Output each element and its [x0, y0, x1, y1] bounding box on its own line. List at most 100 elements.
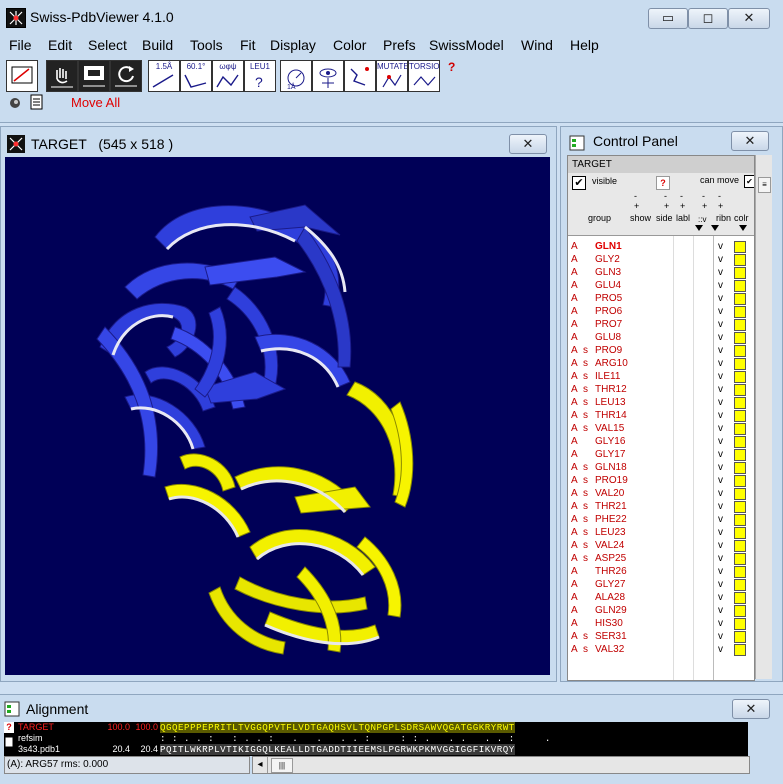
neighbors-tool-button[interactable]	[312, 60, 344, 92]
move-all-label[interactable]: Move All	[71, 95, 121, 110]
scroll-thumb[interactable]: |||	[271, 758, 293, 773]
labl-plus[interactable]: +	[680, 201, 686, 211]
residue-color-swatch[interactable]	[734, 449, 746, 461]
protein-ribbon-render[interactable]	[5, 157, 550, 675]
sequence-string[interactable]: : : . . : : . . : . . . . : : : . . . . …	[160, 733, 551, 744]
hand-tool-button[interactable]	[46, 60, 78, 92]
col-colr[interactable]: colr	[734, 213, 749, 223]
center-tool-button[interactable]: 1Å	[280, 60, 312, 92]
menu-swissmodel[interactable]: SwissModel	[429, 37, 504, 53]
residue-row[interactable]: A GLU4 v	[568, 279, 754, 292]
menu-wind[interactable]: Wind	[521, 37, 553, 53]
v-minus[interactable]: -	[702, 191, 705, 201]
residue-color-swatch[interactable]	[734, 267, 746, 279]
residue-color-swatch[interactable]	[734, 462, 746, 474]
residue-color-swatch[interactable]	[734, 358, 746, 370]
ribn-minus[interactable]: -	[718, 191, 721, 201]
menu-build[interactable]: Build	[142, 37, 174, 53]
sequence-name[interactable]: refsim	[18, 733, 43, 743]
residue-color-swatch[interactable]	[734, 566, 746, 578]
residue-color-swatch[interactable]	[734, 293, 746, 305]
eye-icon[interactable]	[6, 94, 46, 112]
sequence-name[interactable]: TARGET	[18, 722, 54, 732]
residue-color-swatch[interactable]	[734, 241, 746, 253]
residue-row[interactable]: A GLY16 v	[568, 435, 754, 448]
menu-tools[interactable]: Tools	[190, 37, 223, 53]
select-tool-button[interactable]	[6, 60, 38, 92]
sequence-string[interactable]: QGQEPPPEPRITLTVGGQPVTFLVDTGAQHSVLTQNPGPL…	[160, 722, 515, 733]
fit-tool-button[interactable]	[344, 60, 376, 92]
menu-color[interactable]: Color	[333, 37, 367, 53]
residue-row[interactable]: A PRO7 v	[568, 318, 754, 331]
residue-color-swatch[interactable]	[734, 319, 746, 331]
residue-color-swatch[interactable]	[734, 384, 746, 396]
residue-row[interactable]: A THR26 v	[568, 565, 754, 578]
residue-color-swatch[interactable]	[734, 540, 746, 552]
control-panel-help-icon[interactable]: ?	[656, 176, 670, 190]
residue-row[interactable]: A GLU8 v	[568, 331, 754, 344]
residue-color-swatch[interactable]	[734, 553, 746, 565]
identify-tool-button[interactable]: LEU1 ?	[244, 60, 276, 92]
can-move-checkbox[interactable]: ✔	[744, 175, 754, 188]
residue-color-swatch[interactable]	[734, 397, 746, 409]
target-close-button[interactable]: ✕	[509, 134, 547, 154]
col-ribn[interactable]: ribn	[716, 213, 732, 223]
col-side[interactable]: side	[656, 213, 673, 223]
minimize-button[interactable]: ▭	[648, 8, 688, 29]
residue-color-swatch[interactable]	[734, 280, 746, 292]
residue-color-swatch[interactable]	[734, 514, 746, 526]
molecule-viewport[interactable]	[5, 157, 550, 675]
distance-tool-button[interactable]: 1.5Å	[148, 60, 180, 92]
residue-row[interactable]: A GLY17 v	[568, 448, 754, 461]
residue-color-swatch[interactable]	[734, 410, 746, 422]
menu-display[interactable]: Display	[270, 37, 316, 53]
ribn-plus[interactable]: +	[718, 201, 724, 211]
col-v[interactable]: ::v	[698, 215, 707, 224]
angle-tool-button[interactable]: 60.1°	[180, 60, 212, 92]
scroll-left-button[interactable]: ◂	[253, 757, 268, 773]
scroll-thumb[interactable]: ≡	[758, 177, 771, 193]
maximize-button[interactable]: ◻	[688, 8, 728, 29]
residue-row[interactable]: A ALA28 v	[568, 591, 754, 604]
col-labl[interactable]: labl	[676, 213, 691, 223]
torsion-tool-button[interactable]: TORSION	[408, 60, 440, 92]
residue-color-swatch[interactable]	[734, 436, 746, 448]
residue-color-swatch[interactable]	[734, 488, 746, 500]
residue-color-swatch[interactable]	[734, 618, 746, 630]
toolbar-help-icon[interactable]: ?	[448, 60, 456, 74]
alignment-sequences[interactable]: ? TARGET 100.0 100.0 QGQEPPPEPRITLTVGGQPVTF…	[4, 722, 748, 756]
menu-fit[interactable]: Fit	[240, 37, 256, 53]
residue-row[interactable]: A GLN3 v	[568, 266, 754, 279]
col-show[interactable]: show	[630, 213, 652, 223]
residue-row[interactable]: A GLY27 v	[568, 578, 754, 591]
zoom-tool-button[interactable]	[78, 60, 110, 92]
alignment-help-icon[interactable]: ?	[4, 722, 14, 733]
document-icon[interactable]	[30, 94, 44, 110]
residue-color-swatch[interactable]	[734, 332, 746, 344]
residue-row[interactable]: A HIS30 v	[568, 617, 754, 630]
residue-row[interactable]: A PRO5 v	[568, 292, 754, 305]
residue-color-swatch[interactable]	[734, 644, 746, 656]
control-panel-close-button[interactable]: ✕	[731, 131, 769, 151]
menu-edit[interactable]: Edit	[48, 37, 73, 53]
residue-color-swatch[interactable]	[734, 501, 746, 513]
residue-row[interactable]: A GLN1 v	[568, 240, 754, 253]
labl-minus[interactable]: -	[680, 191, 683, 201]
residue-color-swatch[interactable]	[734, 371, 746, 383]
mutate-tool-button[interactable]: MUTATE	[376, 60, 408, 92]
residue-color-swatch[interactable]	[734, 423, 746, 435]
alignment-document-icon[interactable]	[4, 736, 14, 748]
